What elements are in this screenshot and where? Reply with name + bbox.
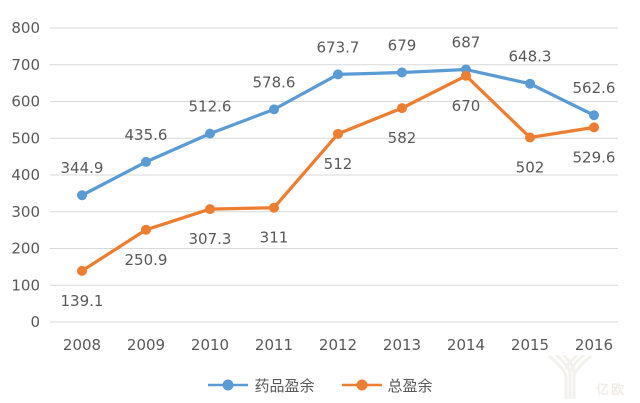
x-tick-label: 2011 xyxy=(255,336,293,354)
legend-item-label: 总盈余 xyxy=(387,376,433,395)
x-tick-label: 2014 xyxy=(447,336,485,354)
y-tick-label: 200 xyxy=(11,240,40,258)
data-label: 139.1 xyxy=(61,292,104,310)
legend: 药品盈余 总盈余 xyxy=(0,374,640,396)
data-point xyxy=(269,104,279,115)
data-point xyxy=(589,122,599,133)
y-tick-label: 600 xyxy=(11,93,40,111)
y-tick-label: 0 xyxy=(30,313,40,331)
data-label: 673.7 xyxy=(317,38,360,56)
data-point xyxy=(205,204,215,215)
legend-marker-icon xyxy=(208,379,249,391)
data-label: 250.9 xyxy=(125,251,168,269)
data-point xyxy=(589,110,599,121)
data-point xyxy=(525,132,535,143)
y-tick-label: 800 xyxy=(11,19,40,37)
plot-area: 0 100 200 300 400 500 600 700 800 2008 2009 2010 201… xyxy=(11,19,618,354)
data-point xyxy=(141,224,151,235)
data-point xyxy=(525,78,535,89)
y-tick-label: 400 xyxy=(11,166,40,184)
y-tick-label: 500 xyxy=(11,129,40,147)
data-label: 562.6 xyxy=(573,79,616,97)
data-label: 687 xyxy=(452,34,481,52)
data-point xyxy=(77,265,87,276)
legend-marker-icon xyxy=(341,379,382,391)
y-tick-label: 700 xyxy=(11,56,40,74)
data-label: 344.9 xyxy=(61,159,104,177)
data-label: 435.6 xyxy=(125,126,168,144)
data-label: 512 xyxy=(324,155,353,173)
data-point xyxy=(397,103,407,114)
data-point xyxy=(397,67,407,78)
data-label: 502 xyxy=(516,159,545,177)
data-label: 679 xyxy=(388,36,417,54)
x-tick-label: 2015 xyxy=(511,336,549,354)
data-label: 578.6 xyxy=(253,73,296,91)
data-label: 307.3 xyxy=(189,230,232,248)
x-tick-label: 2016 xyxy=(575,336,613,354)
data-point xyxy=(269,202,279,213)
data-point xyxy=(77,190,87,201)
x-tick-label: 2013 xyxy=(383,336,421,354)
legend-item: 总盈余 xyxy=(341,375,433,396)
x-tick-label: 2009 xyxy=(127,336,165,354)
data-label: 529.6 xyxy=(573,148,616,166)
legend-item-label: 药品盈余 xyxy=(254,376,315,395)
data-label: 512.6 xyxy=(189,98,232,116)
x-tick-label: 2010 xyxy=(191,336,229,354)
data-point xyxy=(333,69,343,80)
data-point xyxy=(141,156,151,167)
data-point xyxy=(205,128,215,139)
data-label: 582 xyxy=(388,129,417,147)
data-point xyxy=(333,128,343,139)
y-tick-label: 300 xyxy=(11,203,40,221)
data-label: 648.3 xyxy=(509,48,552,66)
x-tick-label: 2008 xyxy=(63,336,101,354)
legend-item: 药品盈余 xyxy=(207,375,315,396)
x-tick-label: 2012 xyxy=(319,336,357,354)
y-tick-label: 100 xyxy=(11,276,40,294)
data-point xyxy=(461,70,471,81)
data-label: 311 xyxy=(260,229,289,247)
data-label: 670 xyxy=(452,97,481,115)
